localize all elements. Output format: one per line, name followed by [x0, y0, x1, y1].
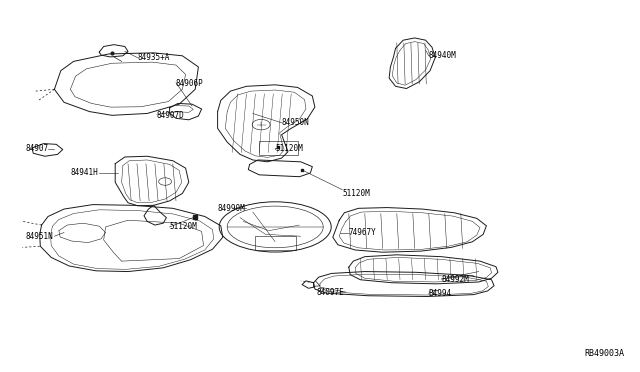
Text: RB49003A: RB49003A: [584, 349, 624, 358]
Text: 84950N: 84950N: [282, 118, 309, 127]
Text: 84940M: 84940M: [429, 51, 456, 60]
Text: B4994: B4994: [429, 289, 452, 298]
Text: 84951N: 84951N: [26, 232, 53, 241]
Text: 84906P: 84906P: [176, 79, 204, 88]
Bar: [259, 141, 298, 155]
Text: 84907D: 84907D: [157, 111, 184, 120]
Text: 74967Y: 74967Y: [349, 228, 376, 237]
Text: 84097E: 84097E: [317, 288, 344, 296]
Text: 84907: 84907: [26, 144, 49, 153]
Text: 51120M: 51120M: [170, 222, 197, 231]
Bar: [255, 236, 296, 250]
Text: 84941H: 84941H: [70, 169, 98, 177]
Text: 84990M: 84990M: [218, 204, 245, 213]
Text: 84992M: 84992M: [442, 275, 469, 283]
Text: 51120M: 51120M: [342, 189, 370, 198]
Text: 51120M: 51120M: [275, 144, 303, 153]
Text: 84935+A: 84935+A: [138, 53, 170, 62]
